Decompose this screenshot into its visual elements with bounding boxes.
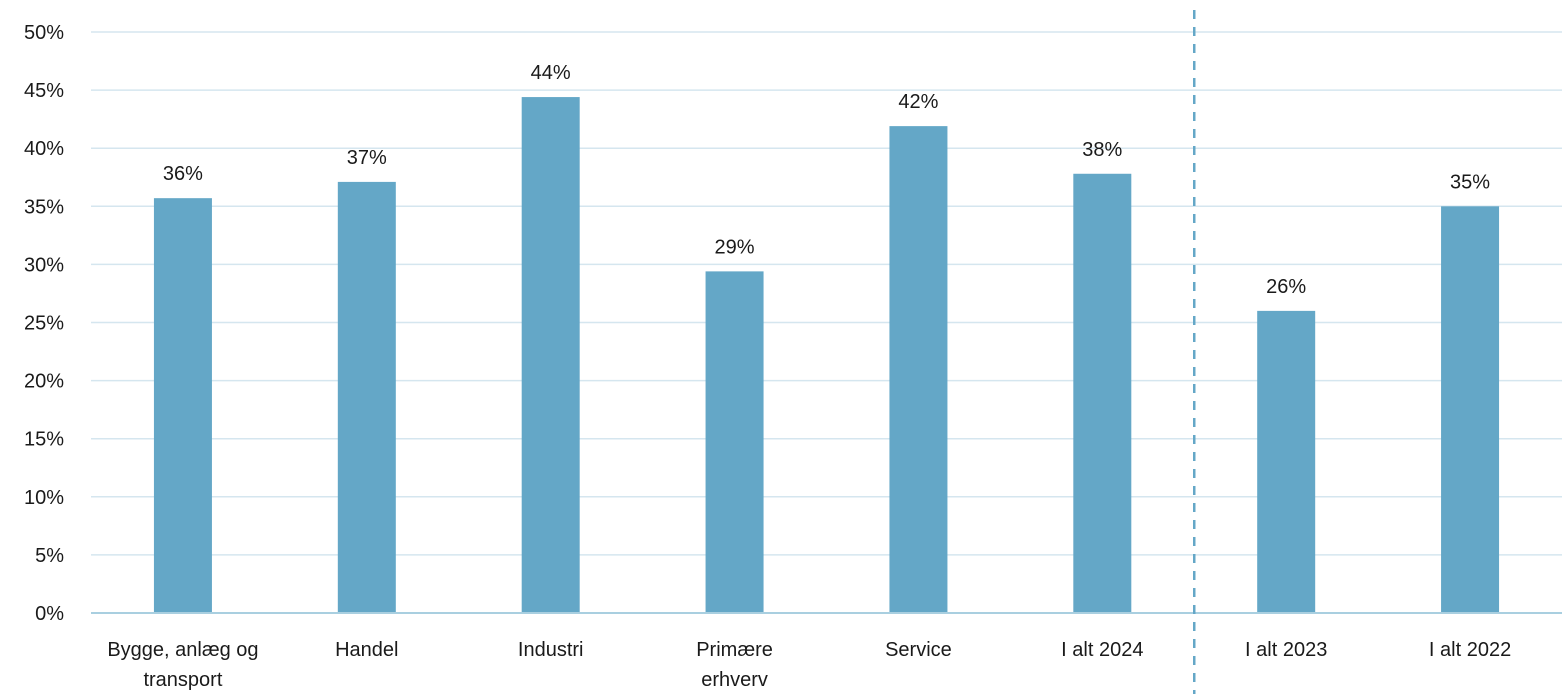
x-axis: Bygge, anlæg og transport Handel Industri Pr… xyxy=(91,612,1562,691)
x-tick-label: Primære xyxy=(696,639,773,661)
data-labels: 36% 37% 44% 29% 42% 38% 26% 35% xyxy=(163,62,1490,298)
data-label: 36% xyxy=(163,163,203,185)
gridlines xyxy=(91,31,1562,556)
bar xyxy=(337,181,396,613)
bar xyxy=(1073,173,1132,613)
y-tick-label: 30% xyxy=(24,254,64,276)
x-tick-label: erhverv xyxy=(701,669,768,691)
bar xyxy=(889,126,948,613)
y-tick-label: 35% xyxy=(24,196,64,218)
data-label: 29% xyxy=(715,236,755,258)
y-tick-label: 45% xyxy=(24,80,64,102)
y-tick-label: 0% xyxy=(35,603,64,625)
x-tick-label: Bygge, anlæg og xyxy=(107,639,258,661)
x-tick-label: I alt 2024 xyxy=(1061,639,1143,661)
x-tick-label: Handel xyxy=(335,639,398,661)
x-tick-label: I alt 2023 xyxy=(1245,639,1327,661)
data-label: 42% xyxy=(898,91,938,113)
x-tick-label: Industri xyxy=(518,639,584,661)
y-tick-label: 40% xyxy=(24,138,64,160)
data-label: 44% xyxy=(531,62,571,84)
y-tick-label: 15% xyxy=(24,429,64,451)
x-tick-label: Service xyxy=(885,639,952,661)
data-label: 37% xyxy=(347,147,387,169)
data-label: 35% xyxy=(1450,171,1490,193)
x-tick-label: transport xyxy=(143,669,222,691)
y-tick-label: 5% xyxy=(35,545,64,567)
bar xyxy=(521,97,580,613)
y-tick-label: 20% xyxy=(24,371,64,393)
x-tick-label: I alt 2022 xyxy=(1429,639,1511,661)
bar xyxy=(1257,310,1316,613)
data-label: 26% xyxy=(1266,276,1306,298)
bar xyxy=(705,271,764,613)
y-tick-label: 50% xyxy=(24,22,64,44)
data-label: 38% xyxy=(1082,139,1122,161)
y-tick-label: 10% xyxy=(24,487,64,509)
y-tick-label: 25% xyxy=(24,313,64,335)
bar xyxy=(1441,206,1500,614)
y-axis: 0% 5% 10% 15% 20% 25% 30% 35% 40% 45% 50% xyxy=(24,22,64,625)
bars xyxy=(153,97,1500,614)
bar xyxy=(153,198,212,613)
